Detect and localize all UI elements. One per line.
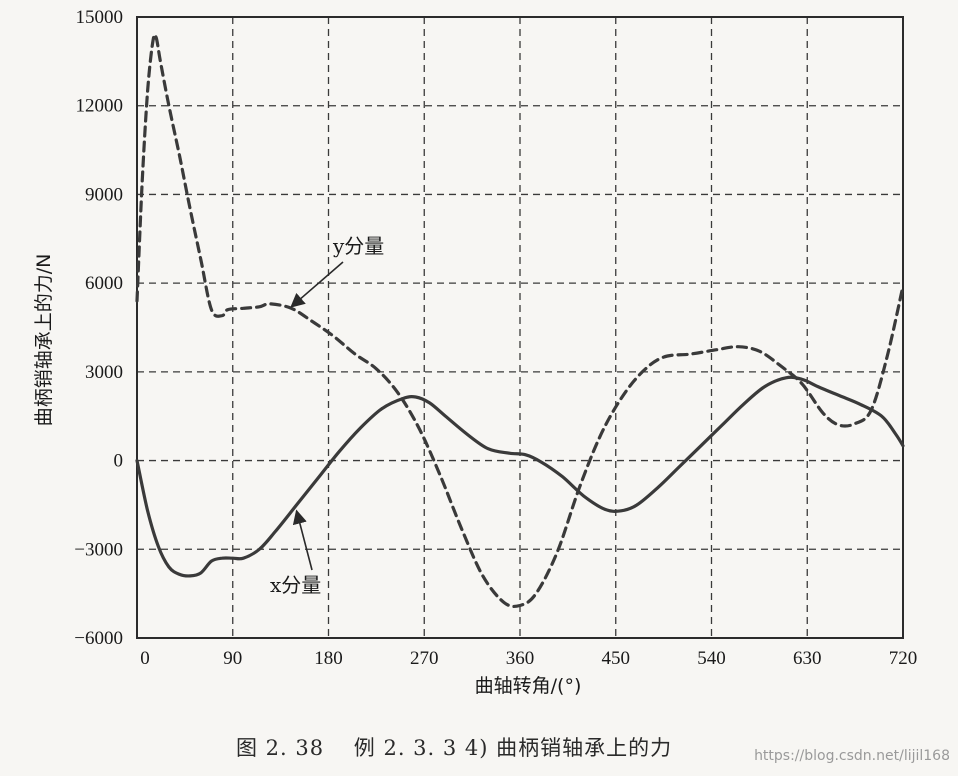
watermark-text: https://blog.csdn.net/lijil168 <box>754 748 950 764</box>
annotation-y-arrow <box>290 261 344 308</box>
y-tick-label: 9000 <box>85 184 123 205</box>
x-axis-title: 曲轴转角/(°) <box>475 675 582 697</box>
x-tick-label: 630 <box>793 648 822 669</box>
y-axis-title: 曲柄销轴承上的力/N <box>33 254 55 427</box>
x-tick-label: 720 <box>889 648 918 669</box>
y-tick-labels: 15000 12000 9000 6000 3000 0 −3000 −6000 <box>74 7 123 649</box>
series-lines <box>135 32 905 609</box>
x-tick-label: 90 <box>223 648 242 669</box>
grid-lines <box>137 17 903 638</box>
annotation-x-label: x分量 <box>270 573 321 597</box>
x-tick-labels: 0 90 180 270 360 450 540 630 720 <box>140 648 917 669</box>
figure-caption: 图 2. 38 例 2. 3. 3 4) 曲柄销轴承上的力 <box>236 736 673 760</box>
x-tick-label: 360 <box>506 648 535 669</box>
y-tick-label: 3000 <box>85 362 123 383</box>
y-tick-label: 6000 <box>85 273 123 294</box>
y-tick-label: 0 <box>114 451 124 472</box>
y-tick-label: −3000 <box>74 539 123 560</box>
series-line-x-component <box>135 375 905 578</box>
series-line-y-component <box>135 32 905 609</box>
y-tick-label: 12000 <box>76 96 124 117</box>
y-tick-label: 15000 <box>76 7 124 28</box>
x-tick-label: 450 <box>602 648 631 669</box>
x-tick-label: 270 <box>410 648 439 669</box>
annotation-y-label: y分量 <box>332 234 384 258</box>
y-tick-label: −6000 <box>74 628 123 649</box>
x-tick-label: 540 <box>697 648 726 669</box>
annotation-x-arrow <box>292 509 313 571</box>
x-tick-label: 0 <box>140 648 150 669</box>
annotations: y分量 x分量 <box>270 234 384 597</box>
x-tick-label: 180 <box>314 648 343 669</box>
plot-frame <box>136 16 904 639</box>
